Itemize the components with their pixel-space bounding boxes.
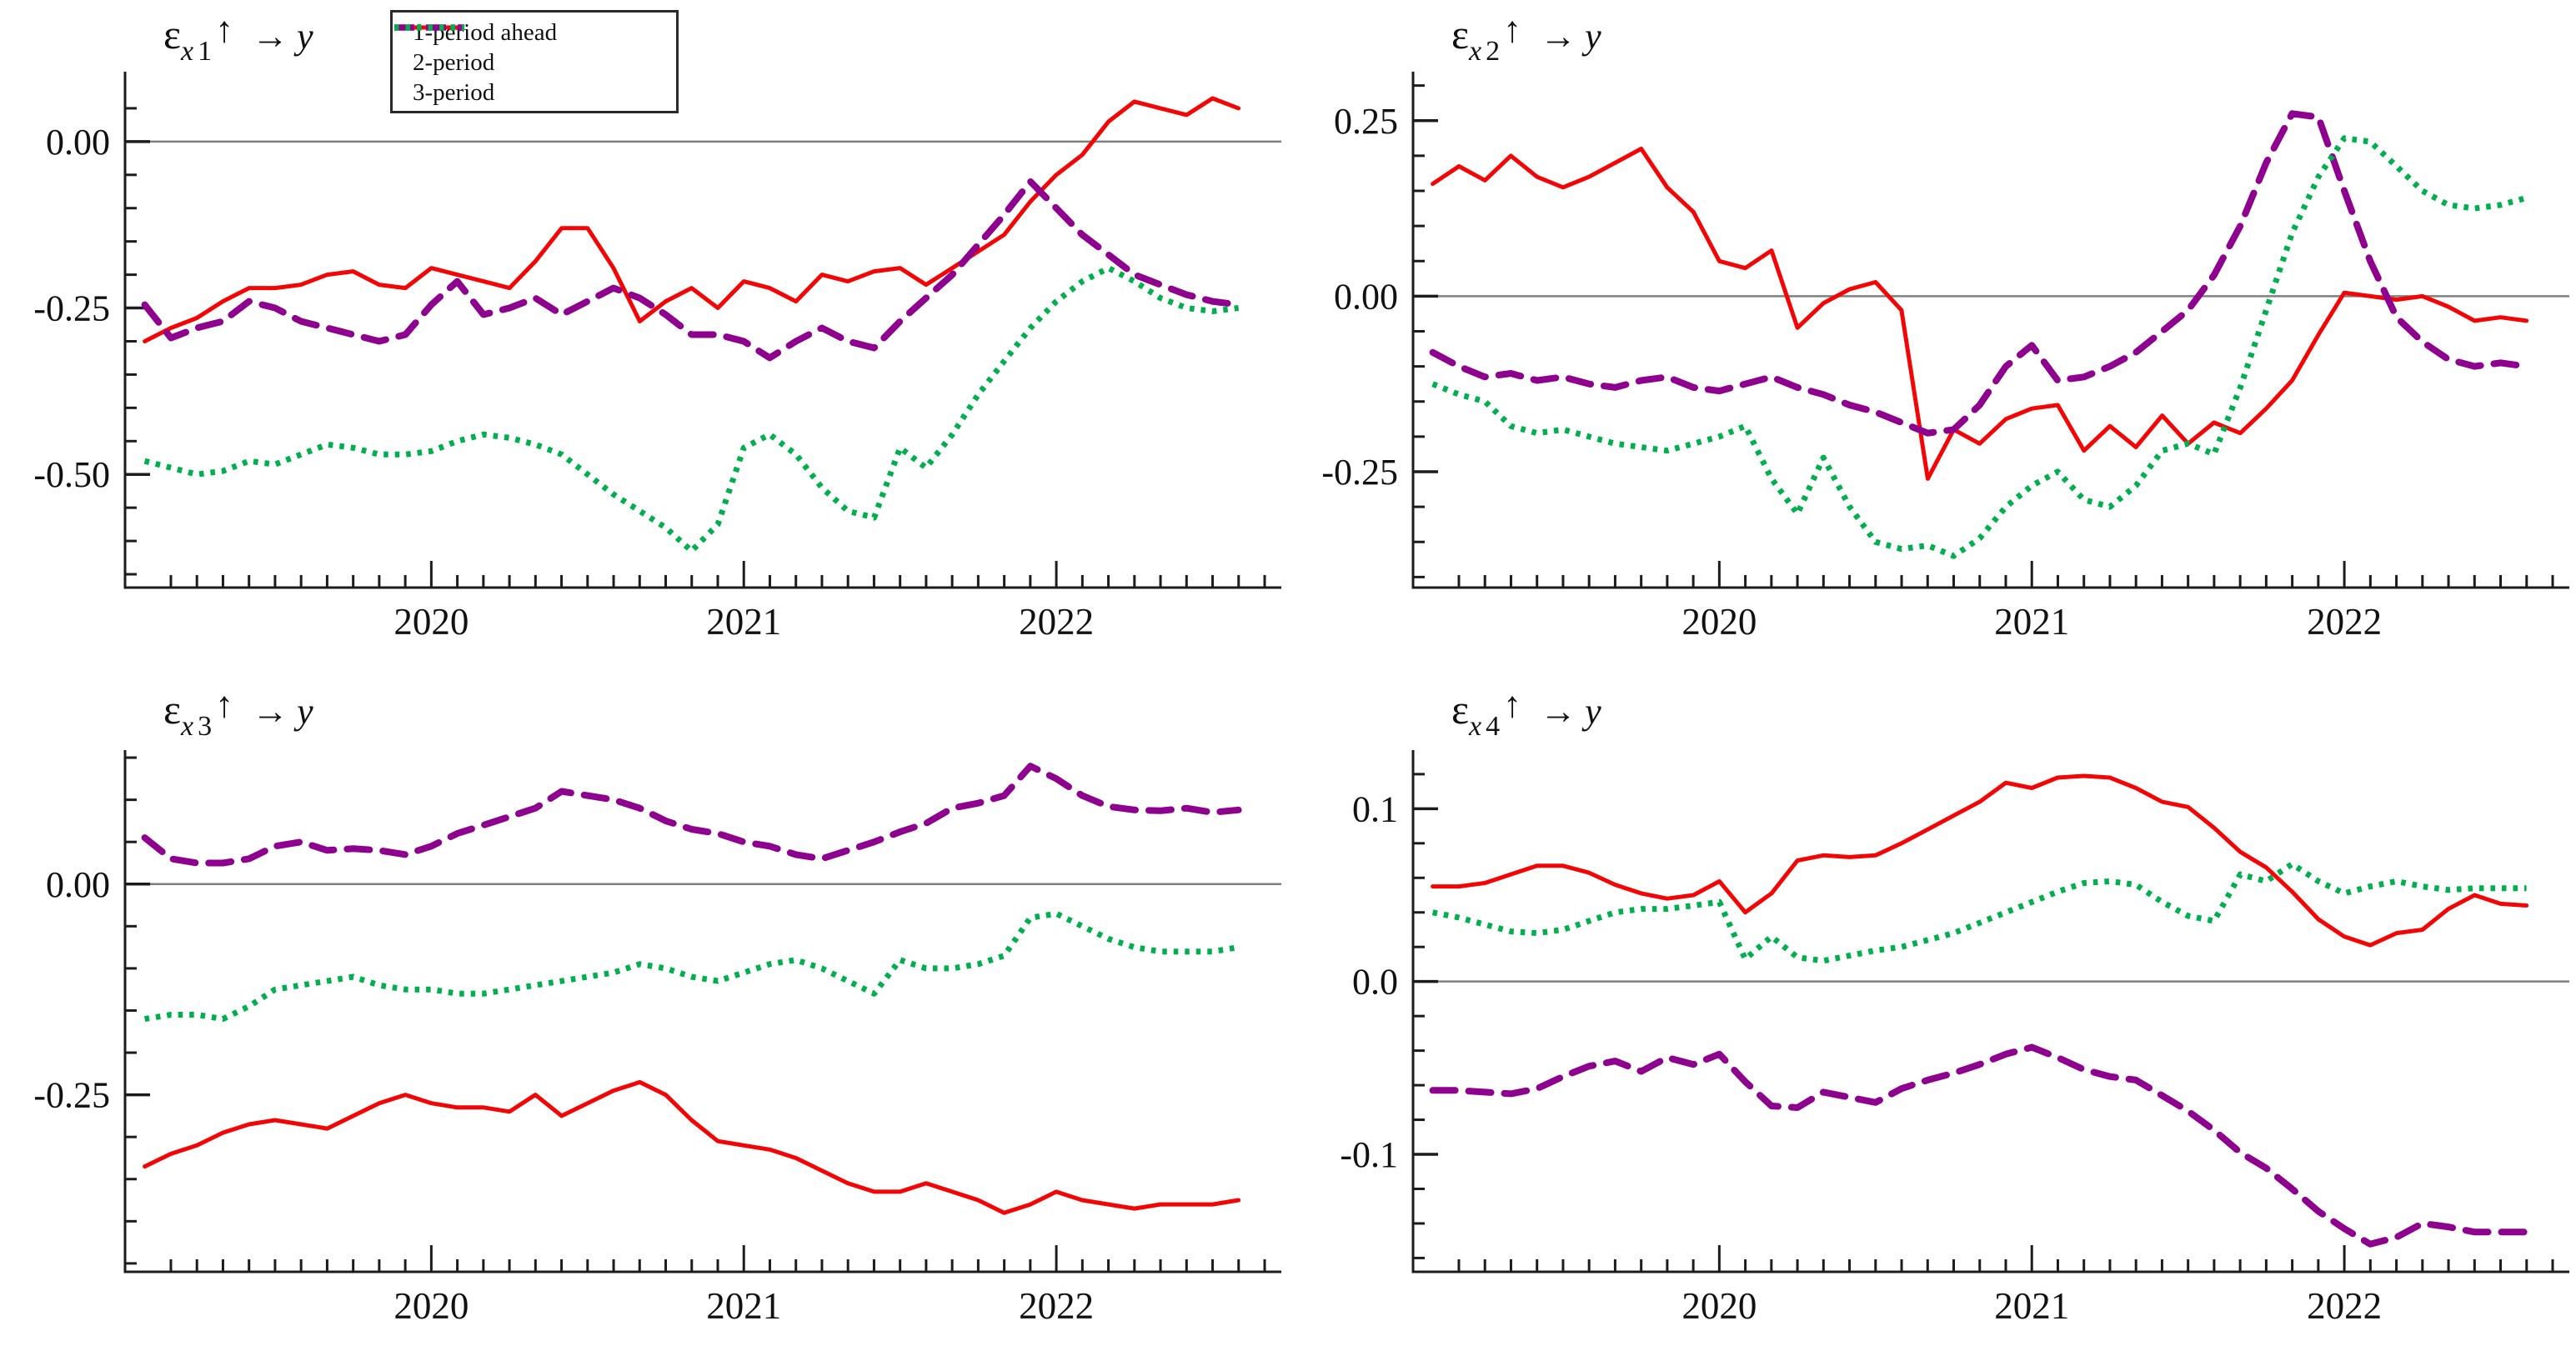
panel-eps-x1: 0.00 -0.25 -0.50 2020 2021 2022 εx1↑ → y 1-peri… — [0, 0, 1288, 676]
series-1-period-ahead — [143, 96, 1241, 343]
response-variable: y — [1585, 691, 1601, 732]
axes: 0.00 -0.25 — [33, 750, 1281, 1273]
series-1-period-ahead — [1431, 147, 2529, 481]
up-arrow-icon: ↑ — [215, 9, 234, 50]
panel-title-eps-x4: εx4↑ → y — [1451, 684, 1601, 742]
response-variable: y — [297, 16, 313, 57]
y-tick-label: -0.25 — [33, 288, 110, 329]
x-tick-label: 2020 — [393, 1285, 469, 1327]
epsilon-subscript: x4 — [1469, 711, 1502, 742]
legend-item: 3-period — [393, 24, 676, 108]
y-tick-label: -0.50 — [33, 454, 110, 495]
y-tick-label: -0.25 — [33, 1075, 110, 1116]
y-tick-label: -0.25 — [1321, 452, 1398, 493]
y-tick-label: 0.00 — [1334, 276, 1398, 317]
legend: 1-period ahead 2-period 3-period — [390, 10, 679, 113]
epsilon-symbol: ε — [163, 686, 181, 733]
axes: 0.25 0.00 -0.25 — [1321, 72, 2569, 589]
legend-label: 2-period — [413, 48, 495, 76]
dotted-line-swatch — [394, 24, 464, 31]
right-arrow-icon: → — [1540, 691, 1577, 732]
series-3-period — [143, 265, 1240, 554]
x-tick-label: 2022 — [1019, 601, 1094, 643]
right-arrow-icon: → — [1540, 16, 1577, 57]
x-tick-label: 2020 — [1681, 601, 1757, 643]
up-arrow-icon: ↑ — [1503, 684, 1522, 725]
chart-eps-x1: 0.00 -0.25 -0.50 2020 2021 2022 — [33, 72, 1281, 643]
x-tick-label: 2021 — [1994, 1285, 2069, 1327]
epsilon-symbol: ε — [1451, 686, 1469, 733]
series-1-period-ahead — [1431, 773, 2529, 948]
x-axis-ticks: 2020 2021 2022 — [1457, 1245, 2554, 1327]
y-tick-label: 0.1 — [1352, 788, 1398, 829]
series-3-period — [1431, 861, 2527, 964]
panel-title-eps-x3: εx3↑ → y — [163, 684, 313, 742]
epsilon-symbol: ε — [163, 11, 181, 58]
series-3-period — [144, 910, 1240, 1023]
series-2-period — [1429, 110, 2530, 437]
chart-eps-x4: 0.1 0.0 -0.1 2020 2021 2022 — [1340, 750, 2569, 1327]
y-tick-label: 0.00 — [46, 122, 110, 163]
y-tick-label: 0.25 — [1334, 101, 1398, 142]
response-variable: y — [297, 691, 313, 732]
x-tick-label: 2020 — [393, 601, 469, 643]
epsilon-subscript: x1 — [181, 36, 214, 67]
legend-item: 2-period — [393, 24, 676, 78]
epsilon-subscript: x2 — [1469, 36, 1502, 67]
x-tick-label: 2021 — [706, 601, 781, 643]
right-arrow-icon: → — [252, 691, 289, 732]
x-tick-label: 2020 — [1681, 1285, 1757, 1327]
series-2-period — [1429, 1043, 2530, 1248]
right-arrow-icon: → — [252, 16, 289, 57]
series-2-period — [141, 178, 1242, 362]
y-tick-label: -0.1 — [1340, 1134, 1398, 1175]
epsilon-symbol: ε — [1451, 11, 1469, 58]
y-tick-label: 0.00 — [46, 864, 110, 905]
panel-eps-x3: 0.00 -0.25 2020 2021 2022 εx3↑ → y — [0, 675, 1288, 1351]
series-3-period — [1431, 135, 2528, 559]
legend-label: 1-period ahead — [413, 18, 558, 46]
panel-title-eps-x2: εx2↑ → y — [1451, 9, 1601, 67]
x-axis-ticks: 2020 2021 2022 — [169, 561, 1266, 643]
response-variable: y — [1585, 16, 1601, 57]
x-tick-label: 2022 — [1019, 1285, 1094, 1327]
up-arrow-icon: ↑ — [1503, 9, 1522, 50]
legend-label: 3-period — [413, 78, 495, 106]
epsilon-subscript: x3 — [181, 711, 214, 742]
x-tick-label: 2022 — [2307, 601, 2382, 643]
y-tick-label: 0.0 — [1352, 962, 1398, 1003]
panel-title-eps-x1: εx1↑ → y — [163, 9, 313, 67]
x-axis-ticks: 2020 2021 2022 — [169, 1245, 1266, 1327]
x-axis-ticks: 2020 2021 2022 — [1457, 561, 2554, 643]
axes: 0.1 0.0 -0.1 — [1340, 750, 2569, 1273]
legend-item: 1-period ahead — [393, 18, 676, 48]
up-arrow-icon: ↑ — [215, 684, 234, 725]
series-2-period — [141, 763, 1242, 867]
panel-eps-x2: 0.25 0.00 -0.25 2020 2021 2022 εx2↑ → y — [1288, 0, 2576, 676]
x-tick-label: 2021 — [1994, 601, 2069, 643]
chart-eps-x2: 0.25 0.00 -0.25 2020 2021 2022 — [1321, 72, 2569, 643]
x-tick-label: 2021 — [706, 1285, 781, 1327]
axes: 0.00 -0.25 -0.50 — [33, 72, 1281, 589]
chart-eps-x3: 0.00 -0.25 2020 2021 2022 — [33, 750, 1281, 1327]
series-1-period-ahead — [143, 1079, 1241, 1215]
panel-eps-x4: 0.1 0.0 -0.1 2020 2021 2022 εx4↑ → y — [1288, 675, 2576, 1351]
x-tick-label: 2022 — [2307, 1285, 2382, 1327]
